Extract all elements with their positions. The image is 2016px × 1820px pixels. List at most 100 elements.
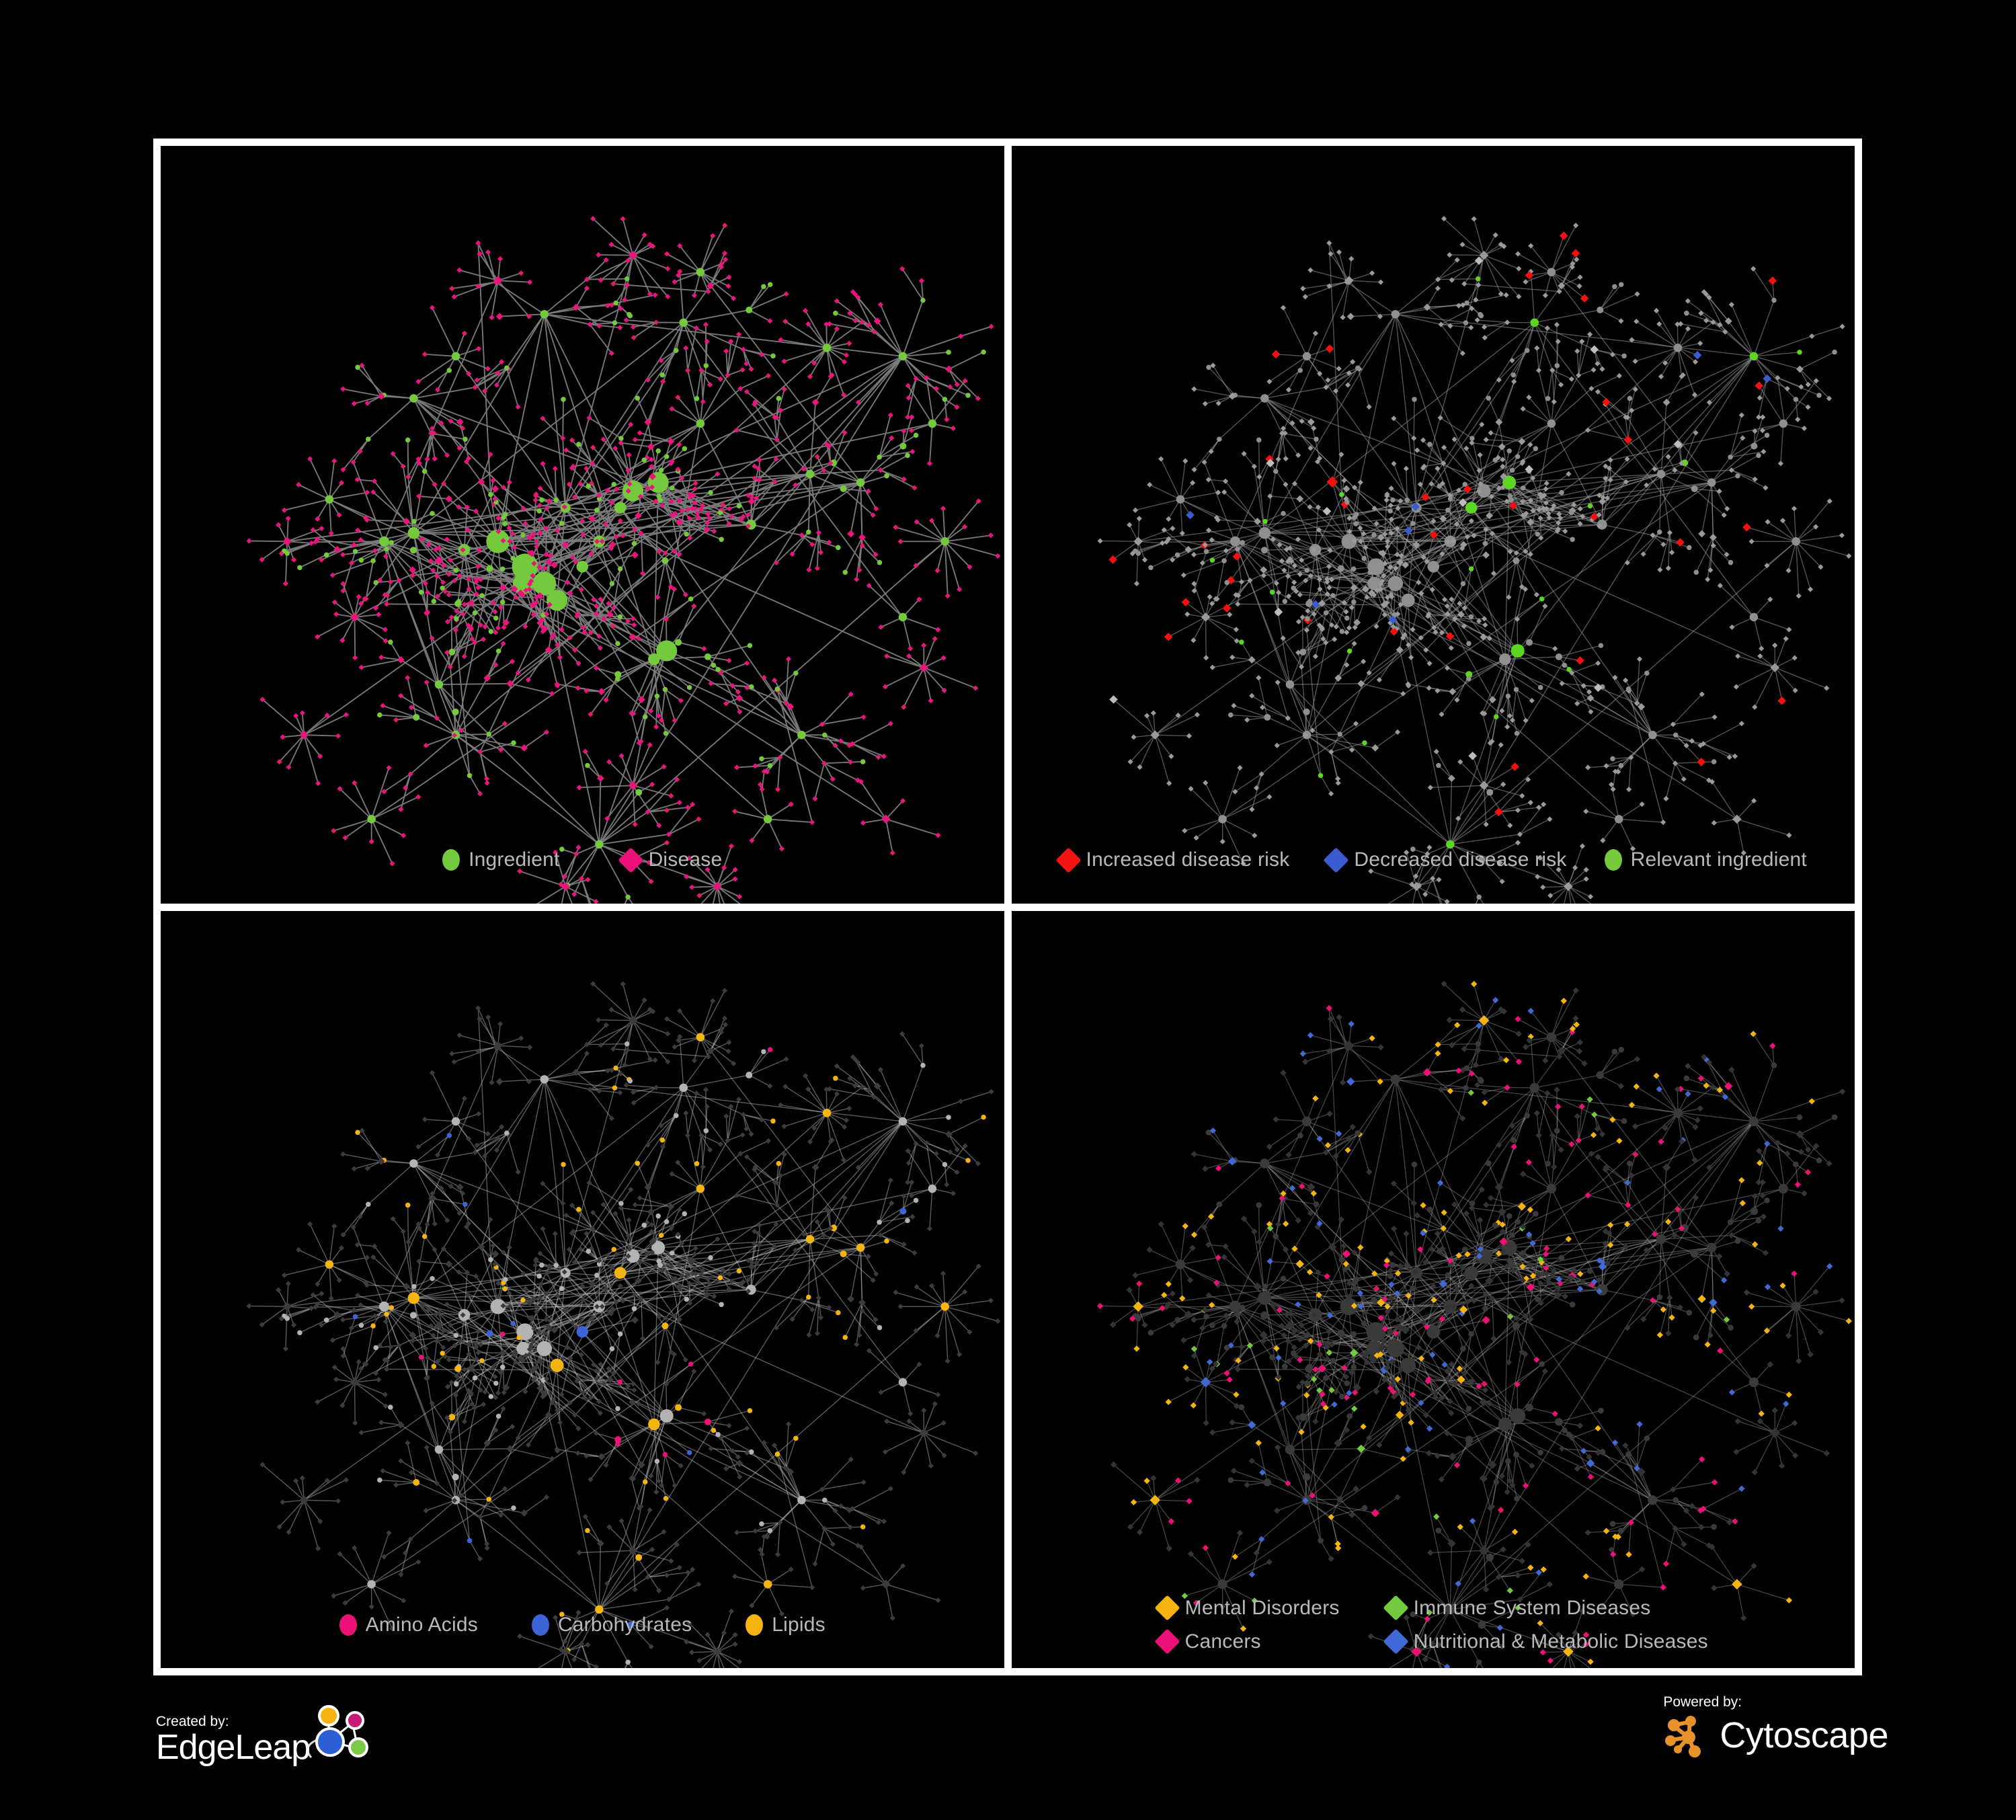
disease-node[interactable]	[1325, 1328, 1332, 1335]
disease-node[interactable]	[368, 838, 374, 844]
disease-node[interactable]	[1203, 1419, 1209, 1426]
disease-node[interactable]	[1380, 573, 1386, 579]
disease-node[interactable]	[686, 515, 692, 521]
disease-node[interactable]	[706, 515, 712, 521]
disease-node[interactable]	[1335, 1130, 1342, 1137]
disease-node[interactable]	[1708, 1298, 1718, 1307]
disease-node[interactable]	[726, 1422, 732, 1428]
disease-node[interactable]	[1408, 654, 1414, 660]
disease-node[interactable]	[732, 876, 738, 882]
disease-node[interactable]	[1707, 567, 1713, 573]
disease-node[interactable]	[1751, 1240, 1758, 1247]
disease-node[interactable]	[1193, 1599, 1199, 1606]
disease-node[interactable]	[1275, 590, 1281, 596]
disease-node[interactable]	[1668, 1314, 1675, 1320]
disease-node[interactable]	[1704, 576, 1710, 582]
disease-node[interactable]	[539, 624, 545, 630]
disease-node[interactable]	[945, 365, 953, 373]
disease-node[interactable]	[1388, 516, 1394, 522]
disease-node[interactable]	[340, 1353, 346, 1359]
disease-node[interactable]	[702, 1086, 709, 1093]
disease-node[interactable]	[1471, 216, 1477, 222]
disease-node[interactable]	[1559, 680, 1565, 686]
disease-node[interactable]	[495, 1390, 501, 1396]
disease-node[interactable]	[333, 611, 339, 617]
disease-node[interactable]	[1537, 1299, 1544, 1306]
disease-node[interactable]	[1639, 801, 1645, 807]
disease-node[interactable]	[456, 573, 462, 579]
ingredient-node[interactable]	[430, 511, 435, 516]
disease-node[interactable]	[1401, 561, 1409, 569]
disease-node[interactable]	[362, 596, 368, 602]
disease-node[interactable]	[555, 528, 561, 534]
disease-node[interactable]	[1617, 1082, 1624, 1089]
disease-node[interactable]	[826, 539, 832, 545]
ingredient-node[interactable]	[559, 1611, 565, 1617]
disease-node[interactable]	[1415, 580, 1421, 586]
disease-node[interactable]	[1266, 1220, 1273, 1227]
disease-node[interactable]	[847, 1075, 853, 1081]
disease-node[interactable]	[590, 596, 597, 602]
disease-node[interactable]	[1556, 511, 1562, 517]
disease-node[interactable]	[415, 1143, 421, 1150]
disease-node[interactable]	[1680, 1540, 1687, 1548]
disease-node[interactable]	[1205, 1241, 1211, 1248]
disease-node[interactable]	[1705, 1164, 1713, 1171]
ingredient-node[interactable]	[614, 502, 627, 514]
disease-node[interactable]	[380, 1468, 386, 1474]
disease-node[interactable]	[1754, 381, 1763, 391]
disease-node[interactable]	[464, 504, 471, 510]
disease-node[interactable]	[1294, 1414, 1301, 1421]
disease-node[interactable]	[1387, 1384, 1394, 1391]
disease-node[interactable]	[935, 1597, 941, 1603]
disease-node[interactable]	[739, 1132, 745, 1138]
ingredient-node[interactable]	[1478, 1620, 1486, 1628]
ingredient-node[interactable]	[612, 320, 618, 325]
ingredient-node[interactable]	[1647, 1495, 1658, 1505]
disease-node[interactable]	[290, 557, 297, 563]
disease-node[interactable]	[1302, 1342, 1309, 1349]
disease-node[interactable]	[597, 645, 603, 651]
disease-node[interactable]	[671, 1351, 678, 1357]
disease-node[interactable]	[1457, 1523, 1463, 1530]
disease-node[interactable]	[1616, 372, 1622, 379]
disease-node[interactable]	[1280, 426, 1286, 432]
disease-node[interactable]	[1738, 412, 1744, 418]
disease-node[interactable]	[487, 1216, 493, 1222]
disease-node[interactable]	[638, 1295, 644, 1301]
disease-node[interactable]	[1535, 804, 1541, 810]
disease-node[interactable]	[1201, 612, 1210, 622]
disease-node[interactable]	[1306, 1182, 1316, 1191]
disease-node[interactable]	[1233, 627, 1239, 633]
disease-node[interactable]	[495, 1293, 501, 1299]
disease-node[interactable]	[1599, 1601, 1606, 1609]
ingredient-node[interactable]	[965, 1157, 971, 1163]
ingredient-node[interactable]	[1707, 478, 1716, 487]
disease-node[interactable]	[1238, 1343, 1245, 1350]
disease-node[interactable]	[1336, 249, 1342, 255]
disease-node[interactable]	[1438, 1394, 1445, 1401]
disease-node[interactable]	[1266, 493, 1273, 500]
disease-node[interactable]	[674, 1541, 680, 1548]
ingredient-node[interactable]	[1469, 1200, 1475, 1206]
disease-node[interactable]	[609, 302, 615, 308]
disease-node[interactable]	[1576, 283, 1582, 289]
ingredient-node[interactable]	[1338, 1393, 1345, 1399]
disease-node[interactable]	[1625, 1550, 1632, 1558]
disease-node[interactable]	[834, 1091, 840, 1097]
disease-node[interactable]	[1801, 426, 1807, 432]
ingredient-node[interactable]	[1656, 1294, 1662, 1300]
disease-node[interactable]	[536, 620, 542, 626]
disease-node[interactable]	[1515, 807, 1521, 814]
ingredient-node[interactable]	[659, 1409, 674, 1423]
disease-node[interactable]	[1402, 632, 1408, 638]
disease-node[interactable]	[1306, 1268, 1313, 1275]
disease-node[interactable]	[645, 1142, 651, 1148]
disease-node[interactable]	[246, 1302, 252, 1309]
disease-node[interactable]	[285, 1280, 291, 1286]
disease-node[interactable]	[356, 1359, 362, 1365]
disease-node[interactable]	[1422, 1068, 1431, 1076]
disease-node[interactable]	[1798, 1148, 1804, 1155]
disease-node[interactable]	[858, 1298, 866, 1306]
disease-node[interactable]	[1791, 1452, 1798, 1459]
